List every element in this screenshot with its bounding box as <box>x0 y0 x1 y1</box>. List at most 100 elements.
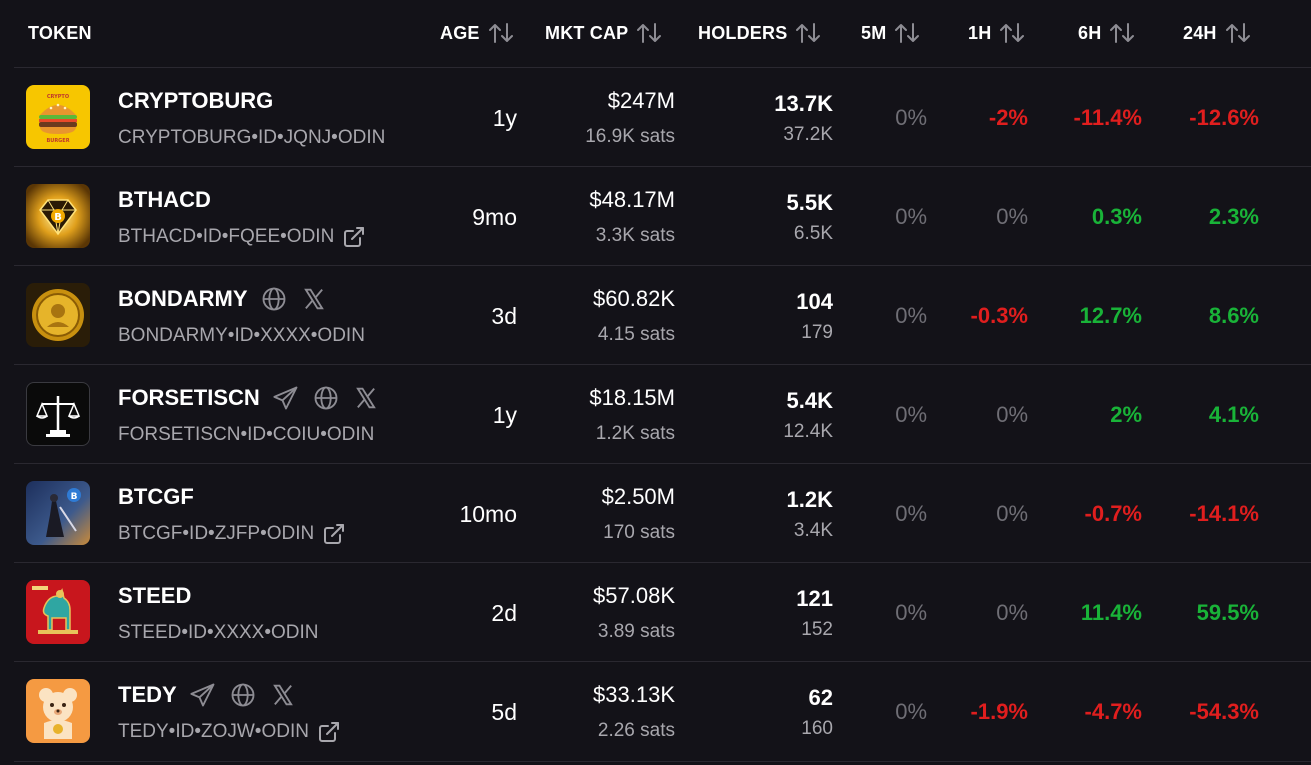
token-row-steed[interactable]: STEED STEED•ID•XXXX•ODIN 2d $57.08K 3.89… <box>14 562 1311 662</box>
x-icon[interactable] <box>269 681 297 709</box>
holders-count: 104 <box>796 289 833 314</box>
gold-coin-logo <box>26 283 90 347</box>
token-name-text[interactable]: CRYPTOBURG <box>118 88 274 113</box>
change-24h: 4.1% <box>1208 402 1259 427</box>
table-header: TOKEN AGE MKT CAP HOLDERS 5M 1H 6H 24H <box>0 0 1311 66</box>
sort-icon[interactable] <box>894 21 920 45</box>
column-label-mkt-cap: MKT CAP <box>545 22 629 43</box>
change-6h: 0.3% <box>1091 204 1142 229</box>
sort-icon[interactable] <box>999 21 1025 45</box>
token-name[interactable]: STEED <box>118 582 191 610</box>
holders-secondary: 6.5K <box>793 223 833 244</box>
token-row-forsetiscn[interactable]: FORSETISCN FORSETISCN•ID•COIU•ODIN 1y $1… <box>14 364 1311 464</box>
sort-icon[interactable] <box>1225 21 1251 45</box>
column-label-holders: HOLDERS <box>698 22 788 43</box>
telegram-icon[interactable] <box>272 384 300 412</box>
token-id-text: BONDARMY•ID•XXXX•ODIN <box>118 325 365 346</box>
teddy-bear-logo <box>26 679 90 743</box>
external-link-icon[interactable] <box>317 720 341 744</box>
price-sats: 2.26 sats <box>597 720 675 741</box>
token-id: BONDARMY•ID•XXXX•ODIN <box>118 324 365 348</box>
token-name[interactable]: TEDY <box>118 681 297 709</box>
change-6h: -11.4% <box>1073 105 1143 130</box>
token-id-text: TEDY•ID•ZOJW•ODIN <box>118 721 309 742</box>
token-row-cryptoburg[interactable]: CRYPTO BURGER CRYPTOBURG CRYPTOBURG•ID•JQ… <box>14 67 1311 167</box>
column-label-6h: 6H <box>1078 22 1102 43</box>
token-name-text[interactable]: BTCGF <box>118 484 194 509</box>
token-name-text[interactable]: FORSETISCN <box>118 385 260 410</box>
token-row-bthacd[interactable]: B BTHACD BTHACD•ID•FQEE•ODIN 9mo $48.17M… <box>14 166 1311 266</box>
sort-icon[interactable] <box>636 21 662 45</box>
column-header-6h[interactable]: 6H <box>1078 21 1135 45</box>
column-header-holders[interactable]: HOLDERS <box>698 21 821 45</box>
globe-icon[interactable] <box>260 285 288 313</box>
token-id-text: CRYPTOBURG•ID•JQNJ•ODIN <box>118 127 386 148</box>
holders-secondary: 160 <box>801 718 833 739</box>
token-id: FORSETISCN•ID•COIU•ODIN <box>118 423 374 447</box>
change-24h: 2.3% <box>1208 204 1259 229</box>
token-name-text[interactable]: BTHACD <box>118 187 211 212</box>
holders-count: 13.7K <box>774 91 833 116</box>
token-row-btcgf[interactable]: B BTCGF BTCGF•ID•ZJFP•ODIN 10mo $2.50M 1… <box>14 463 1311 563</box>
change-6h: 11.4% <box>1080 600 1142 625</box>
globe-icon[interactable] <box>229 681 257 709</box>
telegram-icon[interactable] <box>189 681 217 709</box>
column-label-token: TOKEN <box>28 22 92 43</box>
token-id-text: STEED•ID•XXXX•ODIN <box>118 622 319 643</box>
market-cap: $2.50M <box>601 484 675 509</box>
column-header-age[interactable]: AGE <box>440 21 514 45</box>
market-cap: $60.82K <box>593 286 675 311</box>
external-link-icon[interactable] <box>322 522 346 546</box>
sort-icon[interactable] <box>488 21 514 45</box>
column-label-24h: 24H <box>1183 22 1217 43</box>
token-row-tedy[interactable]: TEDY TEDY•ID•ZOJW•ODIN 5d $33.13K 2.26 s… <box>14 661 1311 762</box>
holders-secondary: 152 <box>801 619 833 640</box>
sort-icon[interactable] <box>795 21 821 45</box>
change-24h: -54.3% <box>1189 699 1259 724</box>
token-name[interactable]: BTCGF <box>118 483 194 511</box>
token-name[interactable]: BONDARMY <box>118 285 328 313</box>
external-link-icon[interactable] <box>342 225 366 249</box>
change-1h: 0% <box>996 501 1028 526</box>
globe-icon[interactable] <box>312 384 340 412</box>
token-age: 9mo <box>472 204 517 230</box>
sort-icon[interactable] <box>1109 21 1135 45</box>
price-sats: 3.3K sats <box>595 225 675 246</box>
token-name-text[interactable]: STEED <box>118 583 192 608</box>
price-sats: 4.15 sats <box>597 324 675 345</box>
token-name-text[interactable]: TEDY <box>118 682 177 707</box>
column-header-5m[interactable]: 5M <box>861 21 920 45</box>
change-24h: 8.6% <box>1208 303 1259 328</box>
svg-text:B: B <box>71 492 78 502</box>
column-header-1h[interactable]: 1H <box>968 21 1025 45</box>
holders-count: 62 <box>808 685 833 710</box>
change-6h: -0.7% <box>1084 501 1142 526</box>
token-id: CRYPTOBURG•ID•JQNJ•ODIN <box>118 126 385 150</box>
holders-secondary: 179 <box>801 322 833 343</box>
change-1h: -1.9% <box>970 699 1028 724</box>
holders-count: 1.2K <box>786 487 833 512</box>
change-5m: 0% <box>895 303 927 328</box>
token-id: STEED•ID•XXXX•ODIN <box>118 621 319 645</box>
token-name[interactable]: FORSETISCN <box>118 384 380 412</box>
token-row-bondarmy[interactable]: BONDARMY BONDARMY•ID•XXXX•ODIN 3d $60.82… <box>14 265 1311 365</box>
change-24h: -14.1% <box>1189 501 1259 526</box>
scales-logo <box>26 382 90 446</box>
token-age: 2d <box>491 600 517 626</box>
token-age: 10mo <box>459 501 517 527</box>
change-24h: 59.5% <box>1196 600 1259 625</box>
token-name[interactable]: BTHACD <box>118 186 211 214</box>
column-header-mkt-cap[interactable]: MKT CAP <box>545 21 662 45</box>
x-icon[interactable] <box>300 285 328 313</box>
change-1h: -0.3% <box>970 303 1028 328</box>
token-id-text: FORSETISCN•ID•COIU•ODIN <box>118 424 375 445</box>
token-name[interactable]: CRYPTOBURG <box>118 87 273 115</box>
column-header-24h[interactable]: 24H <box>1183 21 1251 45</box>
burger-logo: CRYPTO BURGER <box>26 85 90 149</box>
change-6h: 2% <box>1110 402 1142 427</box>
change-1h: -2% <box>988 105 1028 130</box>
x-icon[interactable] <box>352 384 380 412</box>
change-24h: -12.6% <box>1189 105 1259 130</box>
column-header-token: TOKEN <box>28 21 92 45</box>
token-name-text[interactable]: BONDARMY <box>118 286 248 311</box>
